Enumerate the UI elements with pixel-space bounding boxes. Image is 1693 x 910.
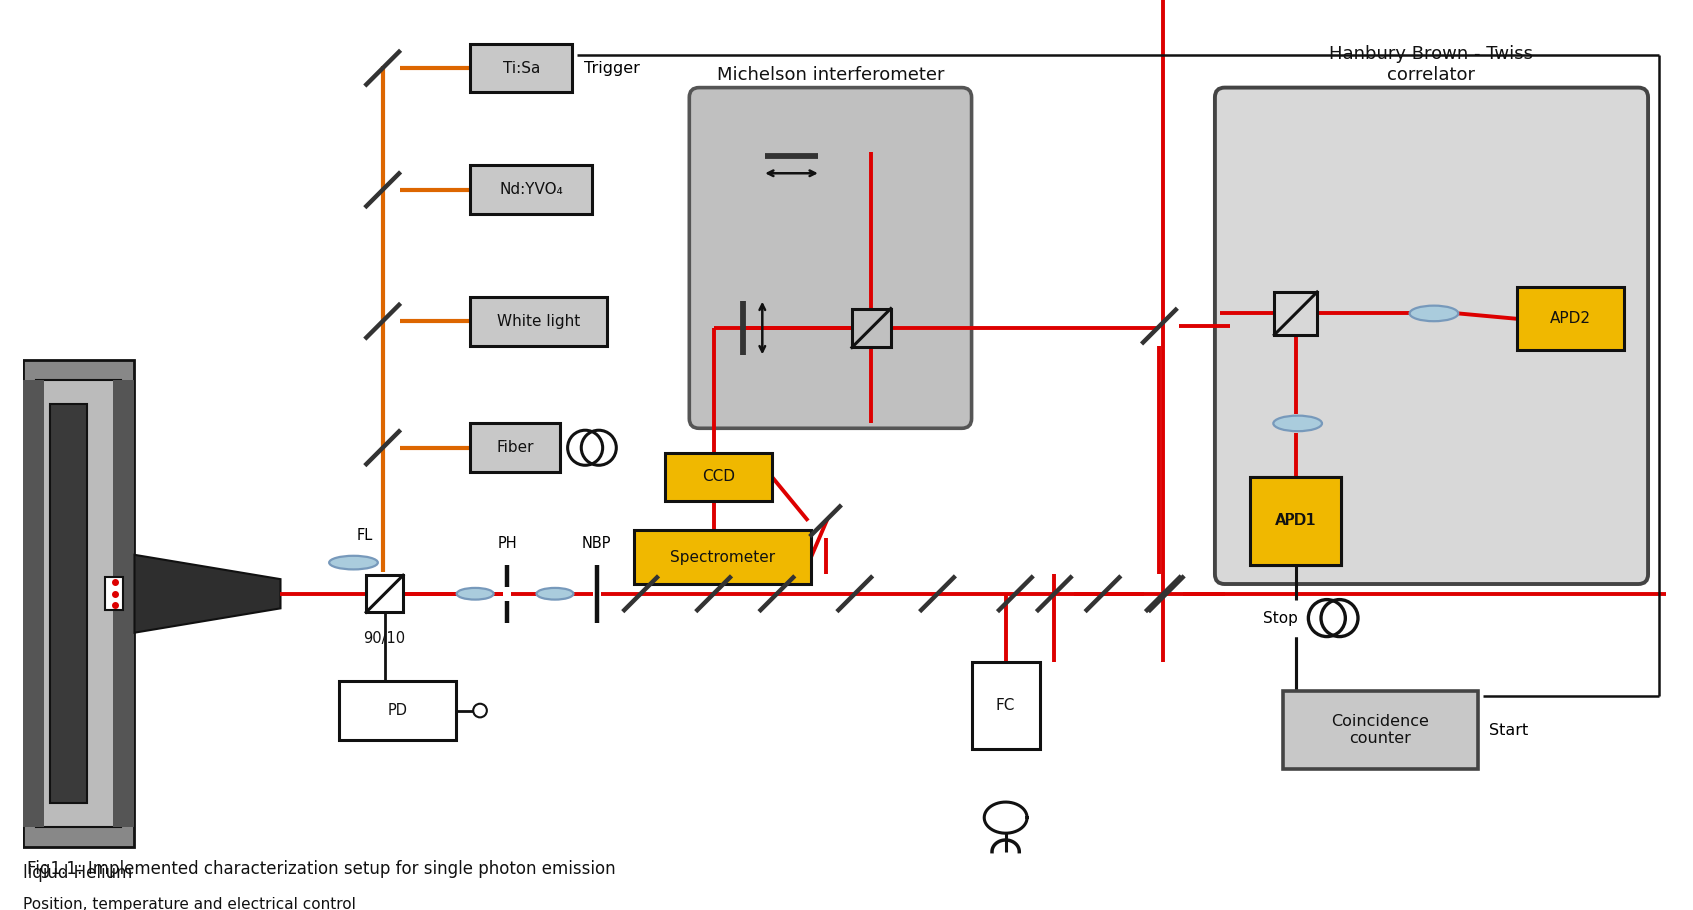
Polygon shape <box>134 555 281 632</box>
Bar <box>339 682 455 740</box>
Text: Trigger: Trigger <box>584 61 640 76</box>
Text: APD1: APD1 <box>1277 513 1317 528</box>
Bar <box>113 379 134 827</box>
Bar <box>49 404 86 803</box>
Bar <box>972 662 1040 750</box>
Bar <box>105 577 124 611</box>
Text: White light: White light <box>496 314 581 329</box>
Ellipse shape <box>537 588 574 600</box>
Ellipse shape <box>328 556 378 570</box>
Text: Ti:Sa: Ti:Sa <box>503 61 540 76</box>
Circle shape <box>474 703 488 717</box>
Text: FL: FL <box>357 528 372 543</box>
Ellipse shape <box>1273 416 1322 431</box>
Bar <box>22 360 134 847</box>
Bar <box>1251 477 1341 564</box>
Text: Position, temperature and electrical control: Position, temperature and electrical con… <box>22 897 356 910</box>
Text: PH: PH <box>498 536 516 551</box>
Text: Start: Start <box>1490 723 1529 737</box>
Text: Hanbury Brown - Twiss
correlator: Hanbury Brown - Twiss correlator <box>1329 45 1534 84</box>
Text: CCD: CCD <box>703 470 735 484</box>
Bar <box>1251 477 1341 564</box>
Text: Stop: Stop <box>1263 611 1297 625</box>
Text: NBP: NBP <box>582 536 611 551</box>
Text: Fig1.1: Implemented characterization setup for single photon emission: Fig1.1: Implemented characterization set… <box>27 860 616 878</box>
Bar <box>471 423 560 472</box>
Bar <box>471 297 606 346</box>
Ellipse shape <box>457 588 494 600</box>
Bar <box>665 452 772 501</box>
Text: Michelson interferometer: Michelson interferometer <box>716 66 945 84</box>
Bar <box>633 531 811 584</box>
Bar <box>22 379 44 827</box>
FancyBboxPatch shape <box>689 87 972 429</box>
Bar <box>1283 691 1478 769</box>
Text: APD2: APD2 <box>1549 311 1591 327</box>
Bar <box>471 44 572 93</box>
Bar <box>1517 288 1624 350</box>
Text: APD1: APD1 <box>1275 513 1315 528</box>
Text: 90/10: 90/10 <box>364 631 406 646</box>
Text: FC: FC <box>995 698 1016 713</box>
Bar <box>36 379 120 827</box>
Bar <box>471 166 593 214</box>
Text: Spectrometer: Spectrometer <box>670 550 775 565</box>
Text: liqiud Helium: liqiud Helium <box>22 864 132 883</box>
Text: Fiber: Fiber <box>496 440 533 455</box>
Text: Coincidence
counter: Coincidence counter <box>1331 713 1429 746</box>
Text: Nd:YVO₄: Nd:YVO₄ <box>499 182 564 197</box>
FancyBboxPatch shape <box>1216 87 1647 584</box>
Ellipse shape <box>1410 306 1458 321</box>
Text: FC: FC <box>997 642 1014 654</box>
Text: PD: PD <box>388 703 408 718</box>
